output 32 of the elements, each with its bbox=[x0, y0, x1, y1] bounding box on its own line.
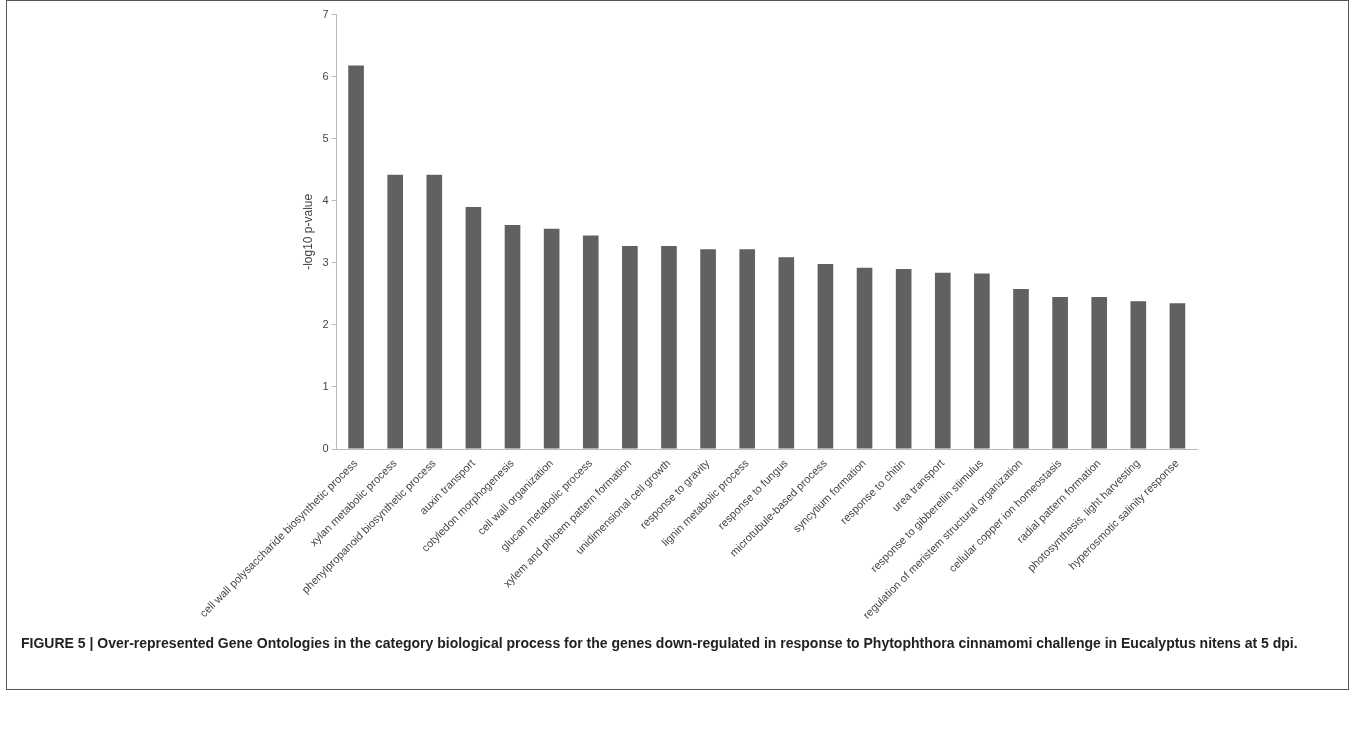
bar bbox=[387, 174, 404, 449]
bar bbox=[622, 246, 638, 449]
y-tick-label: 7 bbox=[322, 7, 329, 20]
bar bbox=[465, 206, 482, 449]
y-tick-label: 1 bbox=[322, 380, 329, 392]
bar bbox=[817, 264, 834, 449]
y-tick-label: 5 bbox=[322, 131, 329, 144]
bar bbox=[895, 269, 912, 449]
y-axis-title: -log10 p-value bbox=[300, 193, 315, 270]
bar bbox=[426, 174, 443, 449]
y-tick-label: 0 bbox=[322, 442, 329, 455]
bar bbox=[1091, 296, 1108, 449]
y-tick-label: 3 bbox=[322, 255, 329, 268]
bar bbox=[1013, 288, 1029, 449]
bar bbox=[739, 249, 756, 449]
bar bbox=[700, 249, 716, 449]
bar bbox=[504, 224, 521, 449]
bar bbox=[543, 228, 560, 449]
bar bbox=[934, 272, 951, 449]
bar bbox=[1052, 296, 1068, 449]
caption: FIGURE 5 | Over-represented Gene Ontologies in the category biological process for the genes down-regulated in response to Phytophthora cinnamomi challenge in Eucalyptus nitens at 5 dpi. bbox=[21, 634, 1299, 653]
bar bbox=[974, 273, 990, 449]
bar bbox=[1130, 301, 1147, 449]
y-tick-label: 4 bbox=[322, 193, 329, 206]
bar bbox=[1169, 303, 1186, 449]
y-tick-label: 2 bbox=[322, 317, 329, 330]
bar bbox=[856, 267, 873, 449]
bar bbox=[778, 257, 795, 449]
bar bbox=[582, 235, 599, 449]
bar bbox=[348, 65, 364, 449]
bar bbox=[661, 246, 677, 449]
y-tick-label: 6 bbox=[322, 69, 329, 82]
